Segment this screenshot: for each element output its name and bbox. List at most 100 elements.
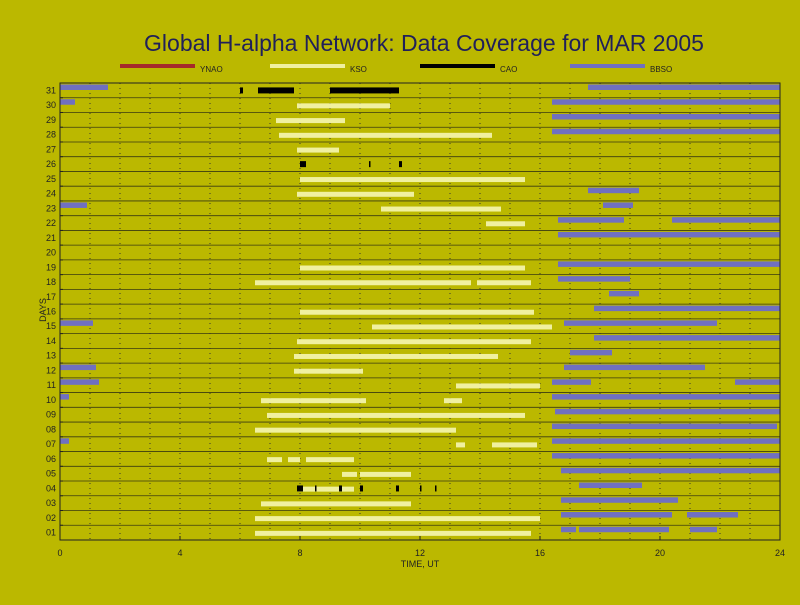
coverage-bar-bbso — [690, 526, 717, 533]
coverage-bar-bbso — [570, 349, 612, 356]
coverage-bar-kso — [276, 118, 345, 124]
coverage-bar-bbso — [552, 113, 780, 120]
coverage-bar-bbso — [558, 231, 780, 238]
coverage-bar-kso — [255, 427, 456, 433]
y-tick-label: 12 — [46, 365, 56, 375]
coverage-bar-cao — [339, 485, 342, 492]
y-tick-label: 07 — [46, 439, 56, 449]
coverage-bar-kso — [267, 412, 525, 418]
coverage-bar-bbso — [552, 453, 780, 459]
coverage-bar-bbso — [60, 379, 99, 385]
coverage-bar-kso — [261, 501, 411, 507]
coverage-bar-bbso — [552, 438, 780, 444]
legend: YNAO KSO CAO BBSO — [120, 64, 672, 74]
coverage-bar-bbso — [60, 438, 69, 444]
coverage-bar-cao — [297, 485, 303, 492]
x-tick-label: 16 — [535, 548, 545, 558]
coverage-bar-bbso — [552, 99, 780, 105]
coverage-bar-kso — [456, 442, 465, 448]
coverage-bar-kso — [288, 457, 300, 463]
coverage-bar-bbso — [609, 290, 639, 297]
coverage-bar-kso — [297, 486, 354, 492]
coverage-bar-kso — [300, 265, 525, 271]
y-tick-label: 11 — [47, 380, 56, 390]
y-tick-label: 14 — [46, 336, 56, 346]
coverage-bar-bbso — [558, 276, 630, 282]
coverage-bar-cao — [420, 485, 422, 492]
y-tick-label: 08 — [46, 424, 56, 434]
x-tick-label: 8 — [297, 548, 302, 558]
coverage-bar-cao — [330, 87, 399, 94]
coverage-bar-cao — [435, 485, 437, 492]
coverage-bar-bbso — [672, 217, 780, 223]
y-tick-label: 20 — [46, 248, 56, 258]
coverage-bar-bbso — [561, 526, 576, 533]
y-tick-label: 13 — [46, 351, 56, 361]
y-tick-label: 19 — [46, 262, 56, 272]
coverage-bars — [60, 84, 780, 536]
y-tick-label: 01 — [46, 528, 56, 538]
coverage-bar-kso — [306, 457, 354, 463]
y-tick-label: 09 — [46, 410, 56, 420]
coverage-bar-bbso — [564, 320, 717, 326]
coverage-bar-kso — [342, 471, 357, 477]
coverage-bar-bbso — [579, 482, 642, 489]
y-tick-label: 26 — [46, 159, 56, 169]
coverage-bar-bbso — [735, 379, 780, 385]
coverage-bar-kso — [261, 398, 366, 404]
coverage-bar-bbso — [603, 202, 633, 208]
coverage-bar-kso — [486, 221, 525, 227]
y-axis-label: DAYS — [38, 298, 48, 322]
coverage-bar-kso — [267, 457, 282, 463]
coverage-bar-cao — [399, 161, 402, 168]
coverage-bar-cao — [258, 87, 294, 94]
coverage-bar-kso — [381, 206, 501, 212]
x-tick-label: 24 — [775, 548, 785, 558]
coverage-bar-kso — [297, 339, 531, 345]
coverage-bar-bbso — [594, 305, 780, 312]
y-tick-label: 18 — [46, 277, 56, 287]
y-tick-label: 31 — [46, 85, 56, 95]
coverage-bar-kso — [444, 398, 462, 404]
legend-swatch-ynao — [120, 64, 195, 68]
coverage-bar-cao — [240, 87, 243, 94]
legend-label-kso: KSO — [350, 65, 367, 74]
legend-label-cao: CAO — [500, 65, 517, 74]
coverage-bar-cao — [369, 161, 371, 168]
y-tick-label: 05 — [46, 469, 56, 479]
coverage-bar-bbso — [561, 467, 780, 474]
chart-title: Global H-alpha Network: Data Coverage fo… — [144, 30, 704, 56]
coverage-bar-bbso — [60, 84, 108, 90]
coverage-bar-bbso — [60, 364, 96, 371]
coverage-bar-bbso — [552, 379, 591, 385]
coverage-bar-kso — [255, 516, 540, 522]
coverage-bar-bbso — [60, 320, 93, 326]
y-tick-labels: 01 02 03 04 05 06 07 08 09 10 11 12 13 14 15 16 17 18 19 20… — [46, 85, 63, 541]
coverage-bar-kso — [294, 353, 498, 359]
y-tick-label: 02 — [46, 513, 56, 523]
coverage-bar-bbso — [60, 202, 87, 208]
y-tick-label: 17 — [46, 292, 56, 302]
coverage-bar-kso — [300, 177, 525, 183]
x-tick-label: 0 — [57, 548, 62, 558]
coverage-bar-bbso — [558, 261, 780, 267]
x-tick-label: 20 — [655, 548, 665, 558]
coverage-bar-kso — [255, 530, 531, 536]
y-tick-label: 15 — [46, 321, 56, 331]
coverage-bar-bbso — [552, 128, 780, 135]
y-tick-label: 21 — [46, 233, 56, 243]
coverage-bar-kso — [279, 132, 492, 138]
y-tick-label: 16 — [46, 307, 56, 317]
coverage-bar-bbso — [552, 423, 777, 430]
coverage-bar-bbso — [561, 497, 678, 503]
y-tick-label: 10 — [46, 395, 56, 405]
y-tick-label: 22 — [46, 218, 56, 228]
y-tick-label: 03 — [46, 498, 56, 508]
y-tick-label: 24 — [46, 189, 56, 199]
x-tick-label: 4 — [177, 548, 182, 558]
legend-swatch-kso — [270, 64, 345, 68]
coverage-bar-bbso — [564, 364, 705, 371]
y-tick-label: 06 — [46, 454, 56, 464]
coverage-bar-bbso — [561, 512, 672, 518]
coverage-bar-kso — [360, 471, 411, 477]
